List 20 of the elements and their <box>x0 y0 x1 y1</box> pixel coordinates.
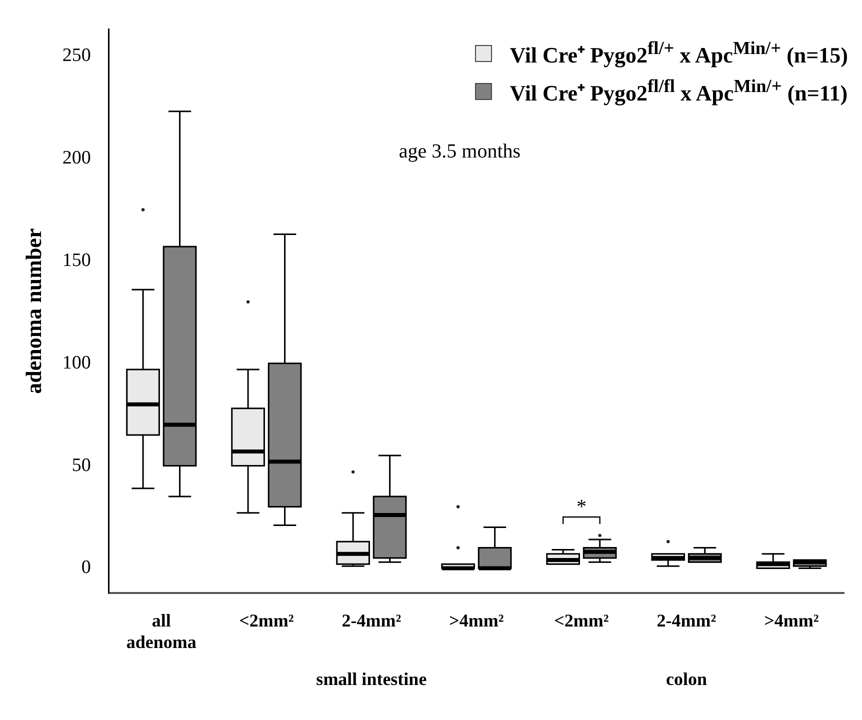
y-tick-label: 0 <box>81 557 91 578</box>
y-axis-title: adenoma number <box>20 228 46 394</box>
x-tick-label: <2mm² <box>554 610 609 630</box>
x-tick-label: >4mm² <box>449 610 504 630</box>
text: colon <box>666 668 707 689</box>
x-tick-label: 2-4mm² <box>342 610 402 630</box>
legend-label: Vil Cre⁺ Pygo2$^{fl/fl}$ x Apc$^{Min/+}$ (n=11) <box>510 76 848 107</box>
x-tick-label: >4mm² <box>764 610 819 630</box>
y-tick-label: 150 <box>62 250 91 271</box>
text: small intestine <box>316 668 427 689</box>
y-tick-label: 200 <box>62 147 91 168</box>
annotation: age 3.5 months <box>398 140 521 162</box>
x-tick-label: all adenoma <box>126 610 196 652</box>
y-tick-label: 100 <box>62 352 91 374</box>
x-tick-label: <2mm² <box>239 610 294 630</box>
y-tick-label: 50 <box>72 454 91 476</box>
y-tick-label: 250 <box>62 45 91 66</box>
x-tick-label: 2-4mm² <box>656 610 716 630</box>
annotation: * <box>576 496 586 518</box>
legend-label: Vil Cre⁺ Pygo2$^{fl/+}$ x Apc$^{Min/+}$ (n=15) <box>510 38 848 68</box>
